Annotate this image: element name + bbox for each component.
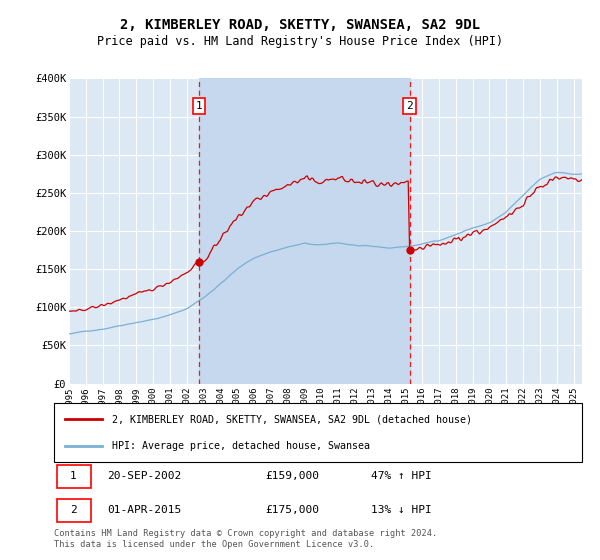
Text: 2: 2 — [70, 505, 77, 515]
Text: 2, KIMBERLEY ROAD, SKETTY, SWANSEA, SA2 9DL: 2, KIMBERLEY ROAD, SKETTY, SWANSEA, SA2 … — [120, 18, 480, 32]
Text: HPI: Average price, detached house, Swansea: HPI: Average price, detached house, Swan… — [112, 441, 370, 451]
Text: 1: 1 — [70, 472, 77, 482]
Text: 01-APR-2015: 01-APR-2015 — [107, 505, 181, 515]
FancyBboxPatch shape — [56, 499, 91, 522]
Text: 13% ↓ HPI: 13% ↓ HPI — [371, 505, 431, 515]
Text: 20-SEP-2002: 20-SEP-2002 — [107, 472, 181, 482]
Text: 1: 1 — [196, 101, 202, 111]
Text: Contains HM Land Registry data © Crown copyright and database right 2024.
This d: Contains HM Land Registry data © Crown c… — [54, 529, 437, 549]
Text: 47% ↑ HPI: 47% ↑ HPI — [371, 472, 431, 482]
Text: £159,000: £159,000 — [265, 472, 319, 482]
Text: 2, KIMBERLEY ROAD, SKETTY, SWANSEA, SA2 9DL (detached house): 2, KIMBERLEY ROAD, SKETTY, SWANSEA, SA2 … — [112, 414, 472, 424]
FancyBboxPatch shape — [54, 403, 582, 462]
Bar — [199, 78, 410, 384]
Text: £175,000: £175,000 — [265, 505, 319, 515]
Text: Price paid vs. HM Land Registry's House Price Index (HPI): Price paid vs. HM Land Registry's House … — [97, 35, 503, 49]
FancyBboxPatch shape — [56, 465, 91, 488]
Text: 2: 2 — [406, 101, 413, 111]
